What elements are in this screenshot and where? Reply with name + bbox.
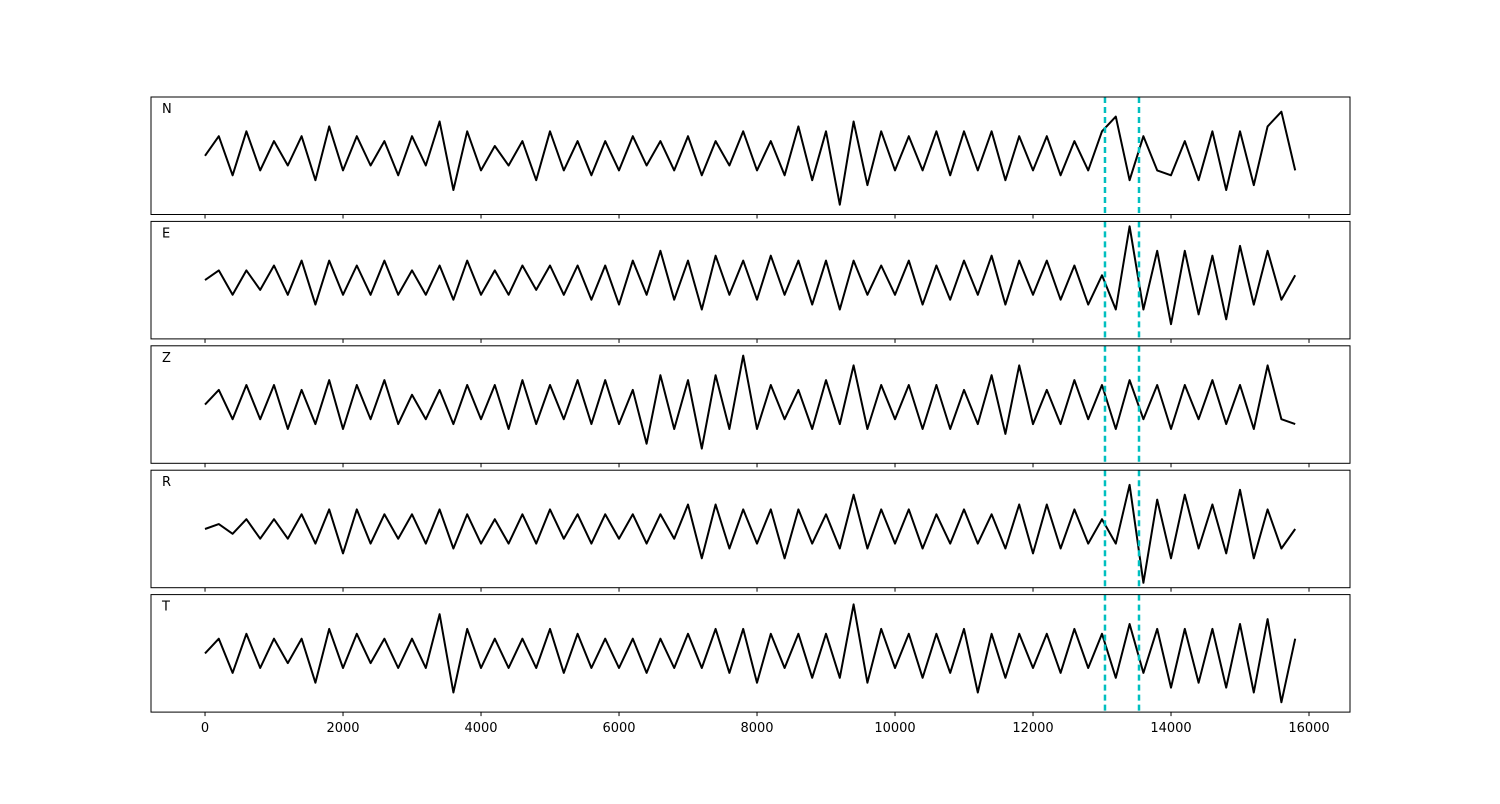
- panel-label: R: [162, 475, 171, 490]
- x-tick-label: 10000: [874, 721, 915, 736]
- x-tick-label: 12000: [1012, 721, 1053, 736]
- x-tick-label: 16000: [1288, 721, 1329, 736]
- panel-label: E: [162, 226, 170, 241]
- panel-frame: [150, 594, 1351, 713]
- trace: [204, 603, 1297, 704]
- trace: [204, 483, 1297, 584]
- panel-label: Z: [162, 351, 171, 366]
- x-tick-label: 4000: [464, 721, 497, 736]
- x-tick-label: 8000: [740, 721, 773, 736]
- panel-label: T: [161, 600, 170, 615]
- x-tick-label: 2000: [326, 721, 359, 736]
- trace: [204, 110, 1297, 206]
- trace: [204, 354, 1296, 450]
- panel-label: N: [162, 102, 172, 117]
- panel-frame: [150, 96, 1351, 215]
- x-tick-label: 14000: [1150, 721, 1191, 736]
- panel-frame: [150, 345, 1351, 464]
- panel-frame: [150, 220, 1351, 340]
- x-tick-label: 6000: [602, 721, 635, 736]
- x-tick-label: 0: [201, 721, 209, 736]
- panel-frame: [150, 469, 1351, 589]
- trace: [204, 225, 1297, 326]
